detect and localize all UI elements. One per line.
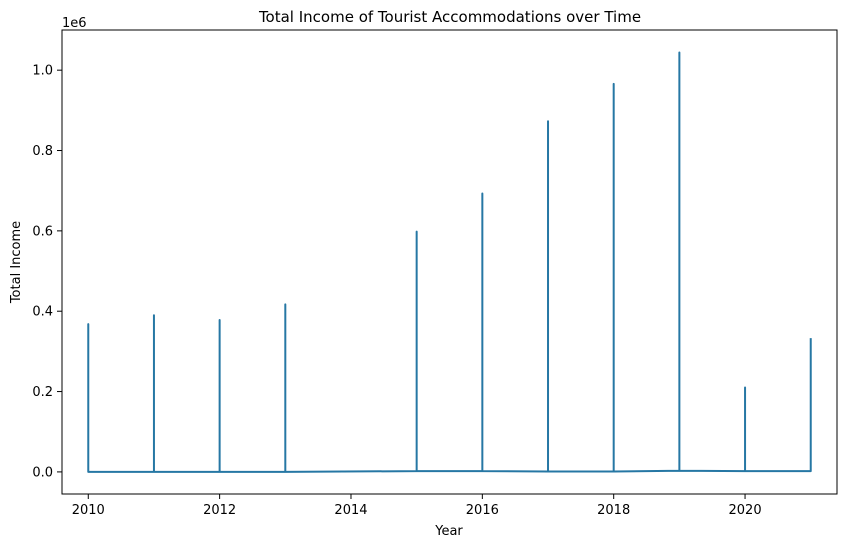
chart-title: Total Income of Tourist Accommodations o… [258, 8, 641, 26]
plot-area-frame [61, 29, 838, 495]
y-tick-label: 1.0 [32, 64, 53, 79]
series-line-0 [87, 51, 812, 473]
y-tick-label: 0.6 [32, 224, 53, 239]
x-tick-label: 2020 [729, 503, 762, 518]
y-tick-label: 0.0 [32, 465, 53, 480]
x-tick-label: 2016 [466, 503, 499, 518]
x-axis-title: Year [434, 524, 463, 539]
y-axis: 0.0 0.2 0.4 0.6 0.8 1.0 [32, 64, 62, 480]
y-axis-title: Total Income [9, 221, 24, 304]
y-tick-label: 0.4 [32, 305, 53, 320]
x-tick-label: 2014 [334, 503, 367, 518]
x-tick-label: 2018 [597, 503, 630, 518]
y-tick-label: 0.2 [32, 385, 53, 400]
x-tick-label: 2010 [72, 503, 105, 518]
y-axis-offset-label: 1e6 [62, 16, 87, 31]
x-tick-label: 2012 [203, 503, 236, 518]
x-axis: 2010 2012 2014 2016 2018 2020 [72, 494, 762, 518]
y-tick-label: 0.8 [32, 144, 53, 159]
